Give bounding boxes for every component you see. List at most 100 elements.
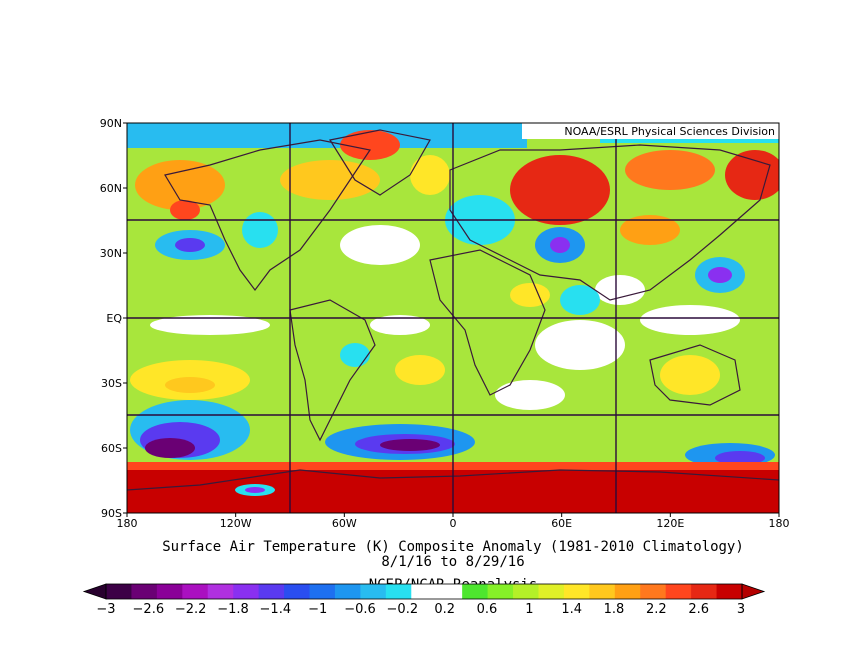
alaska-warm-core — [170, 200, 200, 220]
colorbar-swatch — [284, 584, 311, 599]
colorbar-label: 3 — [737, 602, 745, 617]
colorbar-swatch — [258, 584, 285, 599]
credit-box — [522, 123, 779, 139]
canada-warm-anomaly — [280, 160, 380, 200]
north-pacific-cold-core — [175, 238, 205, 252]
colorbar-swatch — [513, 584, 539, 599]
credit-label: NOAA/ESRL Physical Sciences Division — [564, 125, 775, 138]
indian-ocean-neutral — [535, 320, 625, 370]
lon-label: 60E — [551, 517, 572, 530]
south-indian-neutral — [495, 380, 565, 410]
equatorial-pacific-cold-band — [150, 315, 270, 335]
colorbar-label: 2.6 — [688, 602, 709, 617]
lat-label: 30N — [100, 247, 122, 260]
colorbar-label: −2.6 — [133, 602, 165, 617]
date-range: 8/1/16 to 8/29/16 — [381, 554, 524, 570]
lat-label: 60N — [100, 182, 122, 195]
equatorial-atlantic-cold-band — [370, 315, 430, 335]
colorbar-labels: −3 −2.6 −2.2 −1.8 −1.4 −1 −0.6 −0.2 0.2 0.6 1 1.4 1.… — [96, 602, 745, 617]
colorbar-swatch — [665, 584, 692, 599]
greenland-warm-anomaly — [340, 130, 400, 160]
maritime-neutral — [640, 305, 740, 335]
colorbar-swatch — [182, 584, 209, 599]
colorbar-label: 2.2 — [646, 602, 667, 617]
south-indian-cold-core — [715, 451, 765, 465]
colorbar-swatch — [614, 584, 641, 599]
colorbar-swatch — [309, 584, 336, 599]
east-asia-warm-anomaly — [620, 215, 680, 245]
longitude-labels: 180 120W 60W 0 60E 120E 180 — [117, 517, 790, 530]
colorbar-swatch — [589, 584, 616, 599]
south-asia-neutral — [595, 275, 645, 305]
colorbar-swatch — [691, 584, 718, 599]
colorbar-swatch — [487, 584, 514, 599]
longitude-ticks — [126, 513, 780, 517]
south-atlantic-warm-anomaly — [395, 355, 445, 385]
lat-label: EQ — [106, 312, 122, 325]
bering-warm-anomaly — [725, 150, 779, 200]
latitude-labels: 90N 60N 30N EQ 30S 60S 90S — [100, 117, 123, 520]
lat-label: 30S — [101, 377, 122, 390]
colorbar-swatch — [640, 584, 667, 599]
colorbar-label: 0.6 — [477, 602, 498, 617]
colorbar-label: 1.4 — [561, 602, 582, 617]
greenland-sea-anomaly — [410, 155, 450, 195]
lat-label: 60S — [101, 442, 122, 455]
ross-sea-cold-core — [245, 487, 265, 493]
greenland-coast — [329, 129, 431, 196]
colorbar-swatch — [131, 584, 158, 599]
eurasia-coast — [449, 144, 771, 301]
coastlines — [127, 129, 779, 491]
south-america-cold-anomaly — [340, 343, 370, 367]
colorbar-label: −2.2 — [175, 602, 207, 617]
africa-coast — [429, 249, 546, 396]
colorbar-swatch — [233, 584, 260, 599]
colorbar-swatch — [411, 584, 438, 599]
australia-warm-anomaly — [660, 355, 720, 395]
lon-label: 60W — [332, 517, 357, 530]
colorbar-label: −3 — [96, 602, 115, 617]
colorbar-swatch — [462, 584, 489, 599]
colorbar-label: −0.6 — [344, 602, 376, 617]
lon-label: 120W — [220, 517, 252, 530]
west-pacific-cold-core — [708, 267, 732, 283]
north-america-coast — [164, 139, 371, 291]
colorbar-label: −1.8 — [217, 602, 249, 617]
colorbar-swatch — [207, 584, 234, 599]
siberia-warm-anomaly — [510, 155, 610, 225]
figure-title: Surface Air Temperature (K) Composite An… — [162, 539, 744, 555]
lon-label: 180 — [769, 517, 790, 530]
lat-label: 90N — [100, 117, 122, 130]
colorbar-swatch — [360, 584, 387, 599]
colorbar — [82, 583, 766, 600]
australia-coast — [649, 344, 741, 406]
south-america-coast — [289, 299, 376, 442]
antarctica-coast — [127, 469, 779, 491]
south-pacific-warm-core — [165, 377, 215, 393]
arabia-warm-anomaly — [510, 283, 550, 307]
colorbar-swatch — [334, 584, 361, 599]
indian-ocean-cold-anomaly — [560, 285, 600, 315]
arctic-cold-band — [127, 123, 527, 148]
colorbar-swatch — [563, 584, 590, 599]
south-atlantic-cold-core — [380, 439, 440, 451]
central-asia-cold-core — [550, 237, 570, 253]
colorbar-swatch — [106, 584, 132, 599]
east-siberia-warm-anomaly — [625, 150, 715, 190]
colorbar-swatch — [436, 584, 463, 599]
colorbar-frame — [105, 583, 743, 600]
colorbar-label: 0.2 — [434, 602, 455, 617]
latitude-ticks — [123, 122, 127, 514]
colorbar-swatch — [716, 584, 743, 599]
alaska-warm-anomaly — [135, 160, 225, 210]
colorbar-under-arrow — [82, 583, 107, 600]
north-america-cold-anomaly — [242, 212, 278, 248]
southeast-pacific-cold-core — [145, 438, 195, 458]
colorbar-label: 1.8 — [604, 602, 625, 617]
graticule — [127, 123, 779, 513]
colorbar-swatch — [385, 584, 412, 599]
atlantic-neutral-zone — [340, 225, 420, 265]
colorbar-swatch — [156, 584, 183, 599]
colorbar-label: −0.2 — [387, 602, 419, 617]
